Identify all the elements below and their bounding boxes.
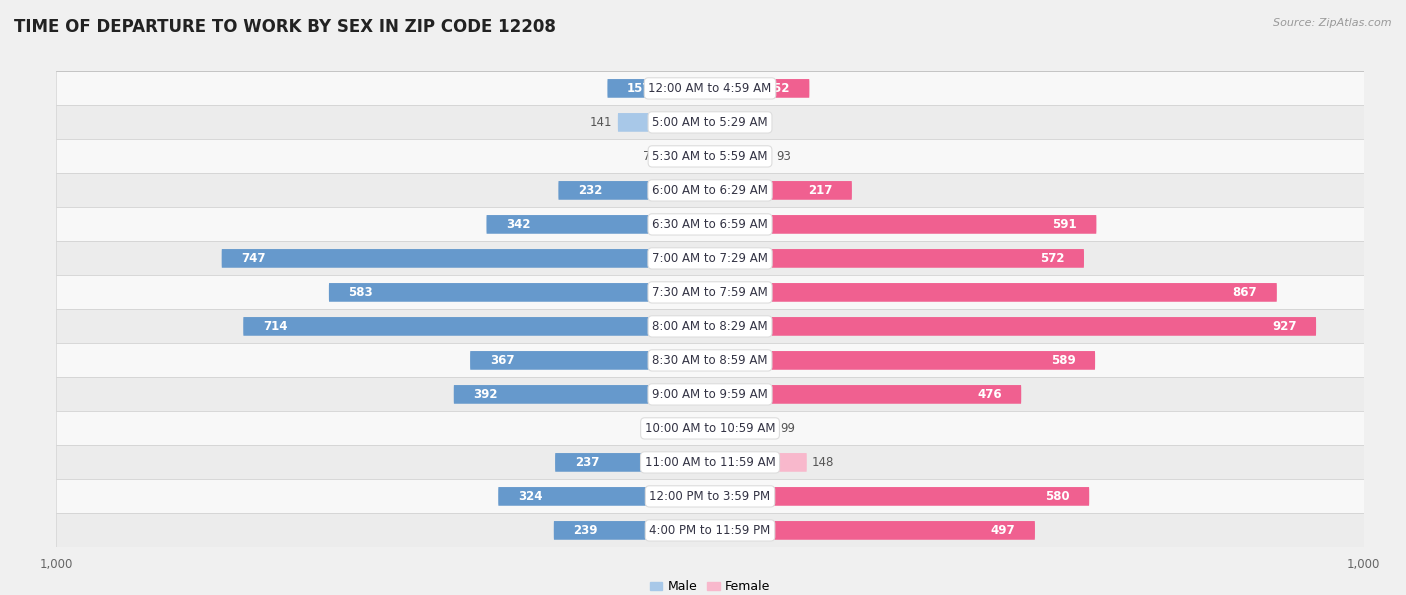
Text: Source: ZipAtlas.com: Source: ZipAtlas.com	[1274, 18, 1392, 28]
Text: 367: 367	[489, 354, 515, 367]
FancyBboxPatch shape	[607, 79, 710, 98]
FancyBboxPatch shape	[454, 385, 710, 404]
Text: 239: 239	[574, 524, 598, 537]
Bar	[56, 275, 1364, 309]
Text: 4:00 PM to 11:59 PM: 4:00 PM to 11:59 PM	[650, 524, 770, 537]
Text: TIME OF DEPARTURE TO WORK BY SEX IN ZIP CODE 12208: TIME OF DEPARTURE TO WORK BY SEX IN ZIP …	[14, 18, 555, 36]
Text: 8:00 AM to 8:29 AM: 8:00 AM to 8:29 AM	[652, 320, 768, 333]
Text: 5:00 AM to 5:29 AM: 5:00 AM to 5:29 AM	[652, 116, 768, 129]
Legend: Male, Female: Male, Female	[645, 575, 775, 595]
Text: 10:00 AM to 10:59 AM: 10:00 AM to 10:59 AM	[645, 422, 775, 435]
Text: 72: 72	[643, 150, 658, 163]
FancyBboxPatch shape	[710, 351, 1095, 369]
Text: 324: 324	[517, 490, 543, 503]
FancyBboxPatch shape	[664, 147, 710, 166]
Text: 6:00 AM to 6:29 AM: 6:00 AM to 6:29 AM	[652, 184, 768, 197]
Text: 232: 232	[578, 184, 602, 197]
FancyBboxPatch shape	[710, 215, 1097, 234]
Bar	[56, 343, 1364, 377]
FancyBboxPatch shape	[710, 521, 1035, 540]
FancyBboxPatch shape	[329, 283, 710, 302]
Text: 72: 72	[643, 422, 658, 435]
Text: 867: 867	[1233, 286, 1257, 299]
FancyBboxPatch shape	[664, 419, 710, 438]
Text: 148: 148	[813, 456, 834, 469]
Text: 11:00 AM to 11:59 AM: 11:00 AM to 11:59 AM	[645, 456, 775, 469]
Text: 476: 476	[977, 388, 1001, 401]
FancyBboxPatch shape	[710, 181, 852, 200]
Bar	[56, 105, 1364, 139]
FancyBboxPatch shape	[710, 419, 775, 438]
Text: 12:00 AM to 4:59 AM: 12:00 AM to 4:59 AM	[648, 82, 772, 95]
Text: 572: 572	[1040, 252, 1064, 265]
Text: 5:30 AM to 5:59 AM: 5:30 AM to 5:59 AM	[652, 150, 768, 163]
Bar	[56, 377, 1364, 411]
Text: 583: 583	[349, 286, 373, 299]
Bar	[56, 208, 1364, 242]
Text: 580: 580	[1045, 490, 1070, 503]
FancyBboxPatch shape	[710, 79, 810, 98]
Bar	[56, 309, 1364, 343]
FancyBboxPatch shape	[710, 249, 1084, 268]
FancyBboxPatch shape	[554, 521, 710, 540]
Bar	[56, 446, 1364, 480]
Text: 9:00 AM to 9:59 AM: 9:00 AM to 9:59 AM	[652, 388, 768, 401]
Text: 8:30 AM to 8:59 AM: 8:30 AM to 8:59 AM	[652, 354, 768, 367]
FancyBboxPatch shape	[710, 385, 1021, 404]
FancyBboxPatch shape	[470, 351, 710, 369]
FancyBboxPatch shape	[498, 487, 710, 506]
FancyBboxPatch shape	[222, 249, 710, 268]
Text: 12:00 PM to 3:59 PM: 12:00 PM to 3:59 PM	[650, 490, 770, 503]
Bar	[56, 513, 1364, 547]
FancyBboxPatch shape	[710, 453, 807, 472]
Text: 152: 152	[765, 82, 790, 95]
Text: 157: 157	[627, 82, 651, 95]
Text: 392: 392	[474, 388, 498, 401]
Text: 141: 141	[591, 116, 613, 129]
Text: 7:00 AM to 7:29 AM: 7:00 AM to 7:29 AM	[652, 252, 768, 265]
Text: 93: 93	[776, 150, 792, 163]
Text: 927: 927	[1272, 320, 1296, 333]
Text: 497: 497	[991, 524, 1015, 537]
FancyBboxPatch shape	[555, 453, 710, 472]
FancyBboxPatch shape	[710, 147, 770, 166]
FancyBboxPatch shape	[617, 113, 710, 131]
Text: 591: 591	[1052, 218, 1077, 231]
FancyBboxPatch shape	[710, 317, 1316, 336]
Text: 589: 589	[1050, 354, 1076, 367]
Text: 7:30 AM to 7:59 AM: 7:30 AM to 7:59 AM	[652, 286, 768, 299]
Bar	[56, 139, 1364, 173]
Text: 342: 342	[506, 218, 530, 231]
FancyBboxPatch shape	[243, 317, 710, 336]
Bar	[56, 480, 1364, 513]
Text: 30: 30	[735, 116, 749, 129]
Text: 714: 714	[263, 320, 287, 333]
FancyBboxPatch shape	[710, 283, 1277, 302]
Text: 747: 747	[242, 252, 266, 265]
FancyBboxPatch shape	[710, 113, 730, 131]
Text: 6:30 AM to 6:59 AM: 6:30 AM to 6:59 AM	[652, 218, 768, 231]
FancyBboxPatch shape	[710, 487, 1090, 506]
FancyBboxPatch shape	[558, 181, 710, 200]
Bar	[56, 411, 1364, 446]
Text: 217: 217	[808, 184, 832, 197]
FancyBboxPatch shape	[486, 215, 710, 234]
Bar	[56, 173, 1364, 208]
Text: 99: 99	[780, 422, 794, 435]
Bar	[56, 71, 1364, 105]
Bar	[56, 242, 1364, 275]
Text: 237: 237	[575, 456, 599, 469]
